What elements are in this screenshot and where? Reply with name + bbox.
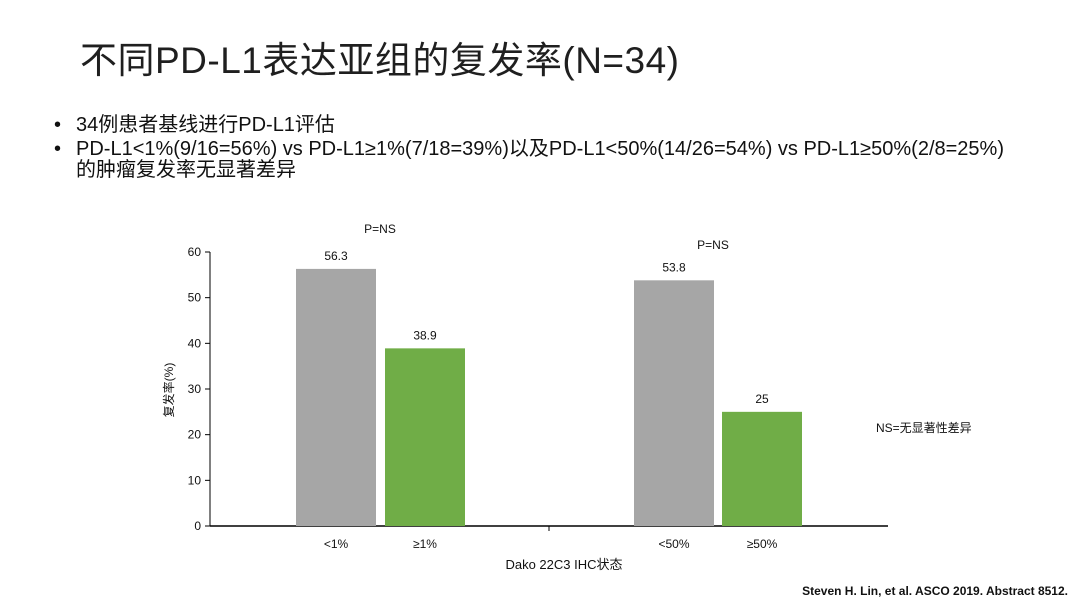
bullet-text: PD-L1<1%(9/16=56%) vs PD-L1≥1%(7/18=39%)… xyxy=(76,138,1004,181)
bar xyxy=(296,268,376,526)
p-value-label: P=NS xyxy=(697,238,729,252)
p-value-label: P=NS xyxy=(364,222,396,236)
y-tick-label: 50 xyxy=(188,291,202,305)
bar xyxy=(634,280,714,526)
citation: Steven H. Lin, et al. ASCO 2019. Abstrac… xyxy=(802,584,1068,598)
bullet-text: 34例患者基线进行PD-L1评估 xyxy=(76,114,335,136)
y-axis-title: 复发率(%) xyxy=(161,363,176,418)
bullet-item: • 34例患者基线进行PD-L1评估 xyxy=(52,115,1012,136)
y-tick-label: 40 xyxy=(188,336,202,350)
bar-value-label: 56.3 xyxy=(324,249,348,263)
bar-value-label: 53.8 xyxy=(662,260,686,274)
x-tick-label: <50% xyxy=(658,537,689,551)
ns-annotation: NS=无显著性差异 xyxy=(876,421,972,435)
bar-value-label: 25 xyxy=(755,392,769,406)
x-tick-label: ≥1% xyxy=(413,537,437,551)
bullet-list: • 34例患者基线进行PD-L1评估 • PD-L1<1%(9/16=56%) … xyxy=(52,115,1012,184)
bullet-dot: • xyxy=(54,114,62,136)
y-tick-label: 20 xyxy=(188,428,202,442)
y-tick-label: 10 xyxy=(188,473,202,487)
y-tick-label: 30 xyxy=(188,382,202,396)
y-tick-label: 60 xyxy=(188,245,202,259)
x-tick-label: <1% xyxy=(324,537,349,551)
bar xyxy=(722,411,802,526)
bullet-dot: • xyxy=(54,138,62,160)
bar-value-label: 38.9 xyxy=(413,328,437,342)
y-tick-label: 0 xyxy=(194,519,201,533)
bar xyxy=(385,348,465,526)
slide-title: 不同PD-L1表达亚组的复发率(N=34) xyxy=(80,40,680,81)
x-axis-title: Dako 22C3 IHC状态 xyxy=(505,557,622,572)
x-tick-label: ≥50% xyxy=(747,537,778,551)
bullet-item: • PD-L1<1%(9/16=56%) vs PD-L1≥1%(7/18=39… xyxy=(52,139,1012,181)
